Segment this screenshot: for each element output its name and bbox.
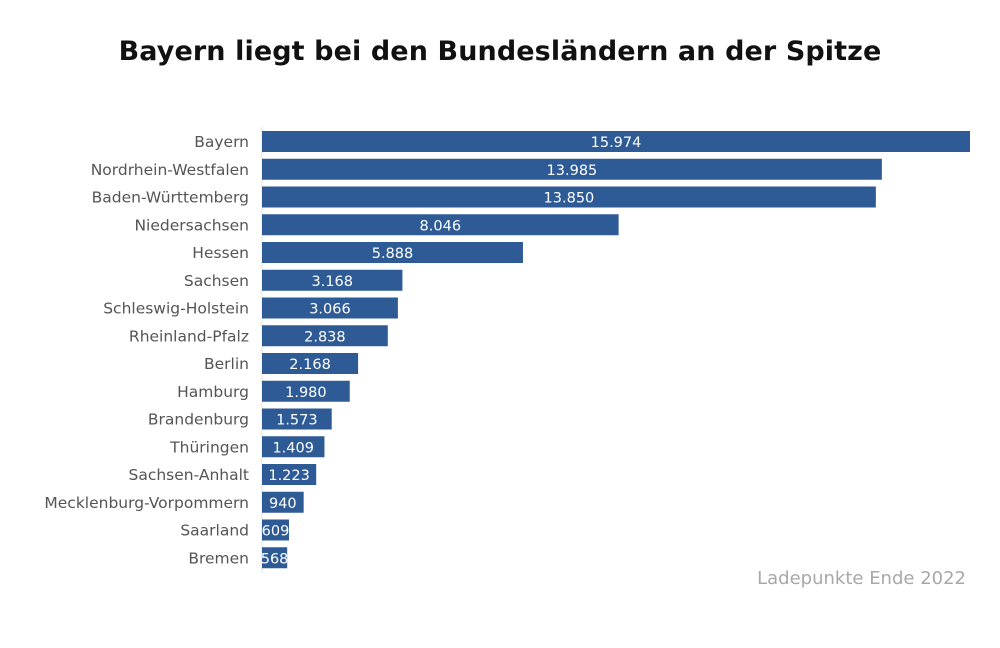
bar-bremen xyxy=(262,547,288,569)
value-label: 1.573 xyxy=(276,413,318,429)
bar-bayern xyxy=(262,131,970,152)
bars-group: Bayern 15.974 Nordrhein-Westfalen 13.985 Bad… xyxy=(44,131,970,569)
category-label: Hessen xyxy=(192,244,249,262)
bar-hessen xyxy=(262,242,523,263)
value-label: 568 xyxy=(261,551,289,567)
bar-brandenburg xyxy=(262,408,332,430)
category-label: Baden-Württemberg xyxy=(92,189,249,207)
category-label: Schleswig-Holstein xyxy=(103,300,249,318)
value-label: 2.168 xyxy=(289,357,331,373)
bar-hamburg xyxy=(262,380,350,402)
category-label: Brandenburg xyxy=(148,411,249,429)
bar-baden-württemberg xyxy=(262,186,876,208)
category-label: Bayern xyxy=(194,133,249,151)
value-label: 940 xyxy=(269,496,297,512)
value-label: 8.046 xyxy=(420,218,462,234)
bar-niedersachsen xyxy=(262,214,619,236)
bar-sachsen-anhalt xyxy=(262,464,317,485)
bar-thüringen xyxy=(262,436,325,458)
bar-sachsen xyxy=(262,269,403,291)
bar-berlin xyxy=(262,353,359,374)
value-label: 1.223 xyxy=(268,468,310,484)
category-label: Berlin xyxy=(204,355,249,373)
category-label: Thüringen xyxy=(169,438,249,456)
chart-title: Bayern liegt bei den Bundesländern an de… xyxy=(118,36,882,67)
value-label: 2.838 xyxy=(304,329,346,345)
value-label: 3.168 xyxy=(311,274,353,290)
category-label: Rheinland-Pfalz xyxy=(129,327,249,345)
category-label: Sachsen xyxy=(184,272,249,290)
category-label: Hamburg xyxy=(177,383,249,401)
value-label: 609 xyxy=(262,524,290,540)
category-label: Saarland xyxy=(180,522,249,540)
value-label: 3.066 xyxy=(309,302,351,318)
bar-saarland xyxy=(262,519,289,541)
value-label: 13.985 xyxy=(547,163,598,179)
value-label: 5.888 xyxy=(372,246,414,262)
bar-mecklenburg-vorpommern xyxy=(262,491,304,513)
category-label: Bremen xyxy=(188,549,249,567)
value-label: 13.850 xyxy=(544,191,595,207)
value-label: 1.980 xyxy=(285,385,327,401)
category-label: Mecklenburg-Vorpommern xyxy=(44,494,249,512)
category-label: Nordrhein-Westfalen xyxy=(91,161,249,179)
value-label: 1.409 xyxy=(272,440,314,456)
bar-rheinland-pfalz xyxy=(262,325,388,347)
category-label: Sachsen-Anhalt xyxy=(128,466,249,484)
bar-nordrhein-westfalen xyxy=(262,158,882,180)
bar-schleswig-holstein xyxy=(262,297,398,319)
category-label: Niedersachsen xyxy=(134,216,249,234)
value-label: 15.974 xyxy=(591,135,642,151)
chart-source-note: Ladepunkte Ende 2022 xyxy=(757,568,966,589)
